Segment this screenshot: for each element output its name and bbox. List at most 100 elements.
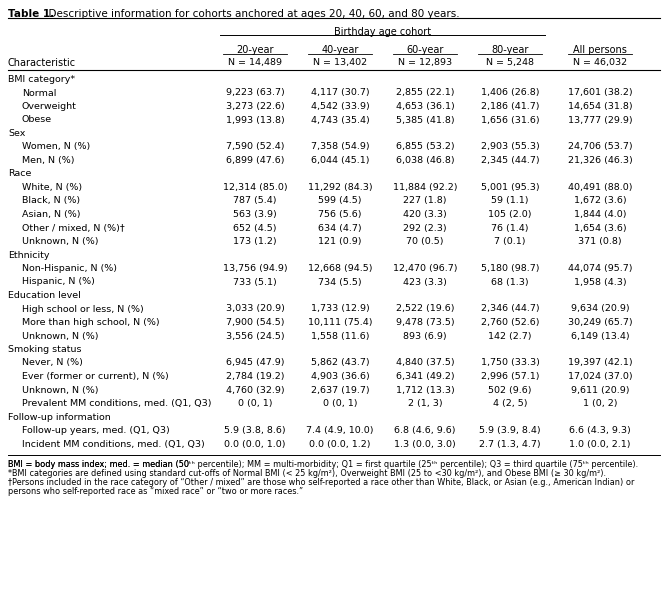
Text: 6,945 (47.9): 6,945 (47.9) <box>226 359 285 367</box>
Text: 40,491 (88.0): 40,491 (88.0) <box>568 183 632 192</box>
Text: 13,777 (29.9): 13,777 (29.9) <box>568 116 633 125</box>
Text: 1,558 (11.6): 1,558 (11.6) <box>311 331 369 340</box>
Text: 893 (6.9): 893 (6.9) <box>403 331 447 340</box>
Text: 2,784 (19.2): 2,784 (19.2) <box>226 372 285 381</box>
Text: *BMI categories are defined using standard cut-offs of Normal BMI (< 25 kg/m²), : *BMI categories are defined using standa… <box>8 469 606 478</box>
Text: Descriptive information for cohorts anchored at ages 20, 40, 60, and 80 years.: Descriptive information for cohorts anch… <box>42 9 460 19</box>
Text: 1,733 (12.9): 1,733 (12.9) <box>311 305 369 314</box>
Text: 7,900 (54.5): 7,900 (54.5) <box>226 318 285 327</box>
Text: 7,590 (52.4): 7,590 (52.4) <box>226 142 285 151</box>
Text: 292 (2.3): 292 (2.3) <box>403 224 447 232</box>
Text: Normal: Normal <box>22 89 56 97</box>
Text: 787 (5.4): 787 (5.4) <box>233 196 277 206</box>
Text: 12,668 (94.5): 12,668 (94.5) <box>308 264 372 273</box>
Text: 1,844 (4.0): 1,844 (4.0) <box>574 210 627 219</box>
Text: Table 1.: Table 1. <box>8 9 54 19</box>
Text: Unknown, N (%): Unknown, N (%) <box>22 385 98 395</box>
Text: 14,654 (31.8): 14,654 (31.8) <box>568 102 633 111</box>
Text: Sex: Sex <box>8 129 25 138</box>
Text: 11,884 (92.2): 11,884 (92.2) <box>393 183 458 192</box>
Text: 1,750 (33.3): 1,750 (33.3) <box>480 359 540 367</box>
Text: 420 (3.3): 420 (3.3) <box>403 210 447 219</box>
Text: 0 (0, 1): 0 (0, 1) <box>323 399 357 408</box>
Text: 17,601 (38.2): 17,601 (38.2) <box>568 89 633 97</box>
Text: †Persons included in the race category of “Other / mixed” are those who self-rep: †Persons included in the race category o… <box>8 478 635 487</box>
Text: Birthday age cohort: Birthday age cohort <box>334 27 431 37</box>
Text: 5,001 (95.3): 5,001 (95.3) <box>481 183 539 192</box>
Text: N = 13,402: N = 13,402 <box>313 58 367 67</box>
Text: 30,249 (65.7): 30,249 (65.7) <box>568 318 633 327</box>
Text: 2,760 (52.6): 2,760 (52.6) <box>481 318 539 327</box>
Text: 21,326 (46.3): 21,326 (46.3) <box>568 156 633 165</box>
Text: 0 (0, 1): 0 (0, 1) <box>238 399 273 408</box>
Text: 4,653 (36.1): 4,653 (36.1) <box>395 102 454 111</box>
Text: 5,862 (43.7): 5,862 (43.7) <box>311 359 369 367</box>
Text: 7,358 (54.9): 7,358 (54.9) <box>311 142 369 151</box>
Text: 2,345 (44.7): 2,345 (44.7) <box>481 156 539 165</box>
Text: 652 (4.5): 652 (4.5) <box>233 224 277 232</box>
Text: 10,111 (75.4): 10,111 (75.4) <box>308 318 372 327</box>
Text: 6,044 (45.1): 6,044 (45.1) <box>311 156 369 165</box>
Text: Never, N (%): Never, N (%) <box>22 359 83 367</box>
Text: 371 (0.8): 371 (0.8) <box>578 237 622 246</box>
Text: Education level: Education level <box>8 291 81 300</box>
Text: N = 14,489: N = 14,489 <box>228 58 282 67</box>
Text: 5,385 (41.8): 5,385 (41.8) <box>395 116 454 125</box>
Text: Ethnicity: Ethnicity <box>8 250 49 260</box>
Text: 59 (1.1): 59 (1.1) <box>491 196 529 206</box>
Text: BMI = body mass index; med. = median (50: BMI = body mass index; med. = median (50 <box>8 460 189 469</box>
Text: 734 (5.5): 734 (5.5) <box>318 277 362 286</box>
Text: 5.9 (3.8, 8.6): 5.9 (3.8, 8.6) <box>224 426 286 435</box>
Text: 733 (5.1): 733 (5.1) <box>233 277 277 286</box>
Text: 502 (9.6): 502 (9.6) <box>488 385 532 395</box>
Text: Black, N (%): Black, N (%) <box>22 196 80 206</box>
Text: 76 (1.4): 76 (1.4) <box>491 224 529 232</box>
Text: 9,223 (63.7): 9,223 (63.7) <box>226 89 285 97</box>
Text: 1,958 (4.3): 1,958 (4.3) <box>574 277 627 286</box>
Text: 68 (1.3): 68 (1.3) <box>491 277 529 286</box>
Text: 9,634 (20.9): 9,634 (20.9) <box>570 305 629 314</box>
Text: 60-year: 60-year <box>406 45 444 55</box>
Text: 1,993 (13.8): 1,993 (13.8) <box>226 116 285 125</box>
Text: 121 (0.9): 121 (0.9) <box>318 237 362 246</box>
Text: 173 (1.2): 173 (1.2) <box>233 237 277 246</box>
Text: 1.3 (0.0, 3.0): 1.3 (0.0, 3.0) <box>394 440 456 449</box>
Text: 4 (2, 5): 4 (2, 5) <box>493 399 527 408</box>
Text: Follow-up years, med. (Q1, Q3): Follow-up years, med. (Q1, Q3) <box>22 426 170 435</box>
Text: 1,406 (26.8): 1,406 (26.8) <box>481 89 539 97</box>
Text: 634 (4.7): 634 (4.7) <box>318 224 362 232</box>
Text: 2,346 (44.7): 2,346 (44.7) <box>481 305 539 314</box>
Text: 0.0 (0.0, 1.2): 0.0 (0.0, 1.2) <box>309 440 371 449</box>
Text: BMI = body mass index; med. = median (50ᵗʰ percentile); MM = multi-morbidity; Q1: BMI = body mass index; med. = median (50… <box>8 460 638 469</box>
Text: N = 12,893: N = 12,893 <box>398 58 452 67</box>
Text: All persons: All persons <box>573 45 627 55</box>
Text: Characteristic: Characteristic <box>8 58 76 68</box>
Text: 563 (3.9): 563 (3.9) <box>233 210 277 219</box>
Text: Incident MM conditions, med. (Q1, Q3): Incident MM conditions, med. (Q1, Q3) <box>22 440 205 449</box>
Text: 6.6 (4.3, 9.3): 6.6 (4.3, 9.3) <box>569 426 631 435</box>
Text: Other / mixed, N (%)†: Other / mixed, N (%)† <box>22 224 125 232</box>
Text: 70 (0.5): 70 (0.5) <box>406 237 444 246</box>
Text: Smoking status: Smoking status <box>8 345 81 354</box>
Text: 2,637 (19.7): 2,637 (19.7) <box>311 385 369 395</box>
Text: Obese: Obese <box>22 116 52 125</box>
Text: Asian, N (%): Asian, N (%) <box>22 210 81 219</box>
Text: 12,470 (96.7): 12,470 (96.7) <box>393 264 458 273</box>
Text: 2,903 (55.3): 2,903 (55.3) <box>480 142 539 151</box>
Text: 2,522 (19.6): 2,522 (19.6) <box>395 305 454 314</box>
Text: Non-Hispanic, N (%): Non-Hispanic, N (%) <box>22 264 117 273</box>
Text: 12,314 (85.0): 12,314 (85.0) <box>222 183 287 192</box>
Text: 3,556 (24.5): 3,556 (24.5) <box>226 331 285 340</box>
Text: Ever (former or current), N (%): Ever (former or current), N (%) <box>22 372 169 381</box>
Text: 6,855 (53.2): 6,855 (53.2) <box>395 142 454 151</box>
Text: Overweight: Overweight <box>22 102 77 111</box>
Text: More than high school, N (%): More than high school, N (%) <box>22 318 160 327</box>
Text: 17,024 (37.0): 17,024 (37.0) <box>568 372 633 381</box>
Text: 6,899 (47.6): 6,899 (47.6) <box>226 156 285 165</box>
Text: 11,292 (84.3): 11,292 (84.3) <box>308 183 372 192</box>
Text: 2.7 (1.3, 4.7): 2.7 (1.3, 4.7) <box>479 440 541 449</box>
Text: 1 (0, 2): 1 (0, 2) <box>582 399 617 408</box>
Text: 7.4 (4.9, 10.0): 7.4 (4.9, 10.0) <box>306 426 374 435</box>
Text: Race: Race <box>8 170 31 179</box>
Text: 1.0 (0.0, 2.1): 1.0 (0.0, 2.1) <box>569 440 631 449</box>
